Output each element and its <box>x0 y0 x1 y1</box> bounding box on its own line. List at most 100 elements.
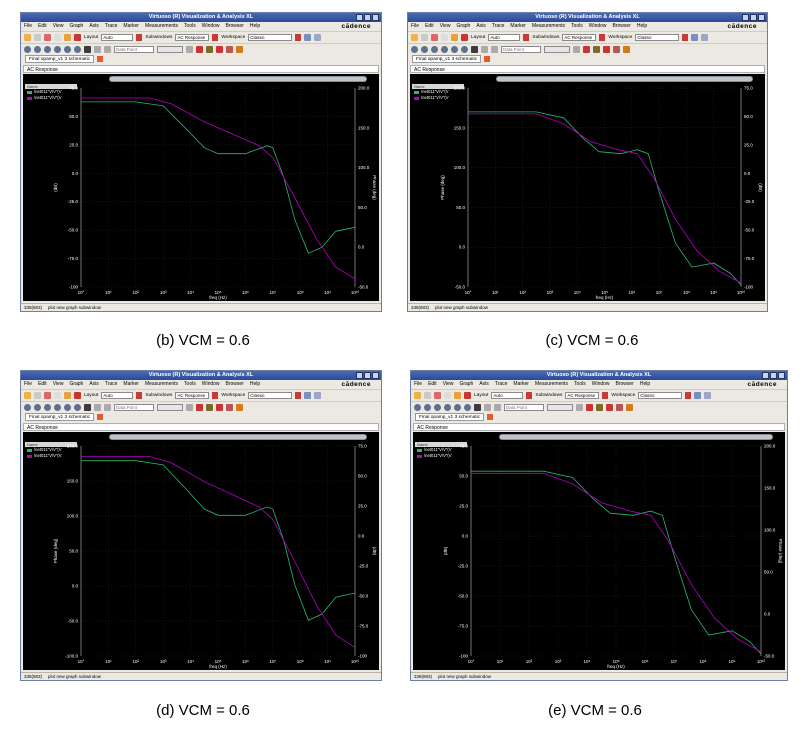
legend-item[interactable]: /net011"V/V"(V <box>412 95 464 101</box>
pin-icon[interactable] <box>236 45 243 53</box>
menu-item[interactable]: Marker <box>510 23 526 29</box>
delete-icon[interactable] <box>74 33 81 41</box>
menu-item[interactable]: File <box>24 381 33 387</box>
arrow-left-icon[interactable] <box>94 403 101 411</box>
ref-marker-icon[interactable] <box>226 45 233 53</box>
zoom-in-icon[interactable] <box>44 45 51 53</box>
close-icon[interactable] <box>97 55 104 62</box>
menu-item[interactable]: Window <box>591 381 610 387</box>
graph-area[interactable]: Name/net011"V/V"(V/net011"V/V"(V 200.0 150… <box>410 74 765 301</box>
workspace-select[interactable]: Classic <box>638 391 683 399</box>
chevron-down-icon[interactable] <box>212 33 219 41</box>
phase-trace-line[interactable] <box>81 456 356 648</box>
gain-trace-line[interactable] <box>468 111 742 286</box>
grid-icon[interactable] <box>186 403 193 411</box>
maximize-icon[interactable] <box>364 372 371 379</box>
open-icon[interactable] <box>454 391 461 399</box>
zoom-fit-icon[interactable] <box>414 403 421 411</box>
subwindows-select[interactable]: AC Response <box>175 33 210 41</box>
marker-icon[interactable] <box>474 403 481 411</box>
arrow-right-icon[interactable] <box>104 45 111 53</box>
copy-icon[interactable] <box>444 391 451 399</box>
menu-item[interactable]: Marker <box>123 23 139 29</box>
minimize-icon[interactable] <box>762 372 769 379</box>
hmarker-icon[interactable] <box>196 45 203 53</box>
data-point-value[interactable] <box>157 45 183 53</box>
load-workspace-icon[interactable] <box>701 33 709 41</box>
data-point-value[interactable] <box>544 45 570 53</box>
maximize-icon[interactable] <box>750 14 757 21</box>
menu-item[interactable]: Window <box>201 381 220 387</box>
menu-item[interactable]: Window <box>588 23 607 29</box>
zoom-out-icon[interactable] <box>54 403 61 411</box>
zoom-y-icon[interactable] <box>461 45 468 53</box>
close-icon[interactable] <box>372 372 379 379</box>
arrow-left-icon[interactable] <box>484 403 491 411</box>
window-titlebar[interactable]: Virtuoso (R) Visualization & Analysis XL <box>21 13 381 22</box>
chevron-down-icon[interactable] <box>685 391 692 399</box>
close-icon[interactable] <box>97 413 104 420</box>
gain-trace-line[interactable] <box>81 101 356 254</box>
close-icon[interactable] <box>372 14 379 21</box>
menu-item[interactable]: Tools <box>571 23 583 29</box>
menu-item[interactable]: Axis <box>89 23 99 29</box>
gain-trace-line[interactable] <box>81 460 356 621</box>
chevron-down-icon[interactable] <box>523 33 530 41</box>
zoom-y-icon[interactable] <box>74 403 81 411</box>
menu-item[interactable]: File <box>414 381 423 387</box>
close-icon[interactable] <box>484 55 491 62</box>
horizontal-scrollbar[interactable] <box>109 76 367 82</box>
data-point-input[interactable]: Data Point <box>501 45 541 53</box>
menu-item[interactable]: Browser <box>615 381 634 387</box>
chevron-down-icon[interactable] <box>599 33 606 41</box>
workspace-select[interactable]: Classic <box>248 391 293 399</box>
zoom-fit-icon[interactable] <box>24 403 31 411</box>
menu-item[interactable]: Edit <box>38 381 47 387</box>
undo-icon[interactable] <box>411 33 418 41</box>
menu-item[interactable]: Help <box>639 381 651 387</box>
menu-item[interactable]: Help <box>249 381 261 387</box>
copy-icon[interactable] <box>54 391 61 399</box>
layout-select[interactable]: Auto <box>488 33 521 41</box>
subwindows-select[interactable]: AC Response <box>565 391 600 399</box>
phase-trace-line[interactable] <box>468 113 742 284</box>
vmarker-icon[interactable] <box>206 45 213 53</box>
delta-icon[interactable] <box>606 403 613 411</box>
ref-marker-icon[interactable] <box>226 403 233 411</box>
undo-icon[interactable] <box>24 391 31 399</box>
delta-icon[interactable] <box>216 45 223 53</box>
hmarker-icon[interactable] <box>586 403 593 411</box>
zoom-x-icon[interactable] <box>64 403 71 411</box>
ref-marker-icon[interactable] <box>616 403 623 411</box>
grid-icon[interactable] <box>576 403 583 411</box>
zoom-y-icon[interactable] <box>74 45 81 53</box>
legend-item[interactable]: /net011"V/V"(V <box>25 447 77 453</box>
delete-icon[interactable] <box>464 391 471 399</box>
redo-icon[interactable] <box>34 33 41 41</box>
zoom-fit-icon[interactable] <box>411 45 418 53</box>
legend-item[interactable]: /net011"V/V"(V <box>25 89 77 95</box>
zoom-out-icon[interactable] <box>444 403 451 411</box>
hmarker-icon[interactable] <box>583 45 590 53</box>
horizontal-scrollbar[interactable] <box>499 434 773 440</box>
close-icon[interactable] <box>487 413 494 420</box>
window-titlebar[interactable]: Virtuoso (R) Visualization & Analysis XL <box>408 13 767 22</box>
redo-icon[interactable] <box>421 33 428 41</box>
chevron-down-icon[interactable] <box>136 33 143 41</box>
horizontal-scrollbar[interactable] <box>496 76 753 82</box>
menu-item[interactable]: Browser <box>612 23 631 29</box>
window-titlebar[interactable]: Virtuoso (R) Visualization & Analysis XL <box>21 371 381 380</box>
grid-icon[interactable] <box>186 45 193 53</box>
menu-item[interactable]: Edit <box>425 23 434 29</box>
arrow-right-icon[interactable] <box>104 403 111 411</box>
zoom-in-icon[interactable] <box>434 403 441 411</box>
chevron-down-icon[interactable] <box>602 391 609 399</box>
menu-item[interactable]: Graph <box>456 23 471 29</box>
menu-item[interactable]: View <box>439 23 451 29</box>
legend-item[interactable]: /net011"V/V"(V <box>25 95 77 101</box>
menu-item[interactable]: Graph <box>69 23 84 29</box>
delta-icon[interactable] <box>216 403 223 411</box>
delete-icon[interactable] <box>461 33 468 41</box>
load-workspace-icon[interactable] <box>314 33 322 41</box>
save-workspace-icon[interactable] <box>694 391 702 399</box>
